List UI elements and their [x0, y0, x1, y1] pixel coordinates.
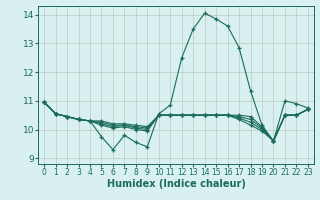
X-axis label: Humidex (Indice chaleur): Humidex (Indice chaleur): [107, 179, 245, 189]
